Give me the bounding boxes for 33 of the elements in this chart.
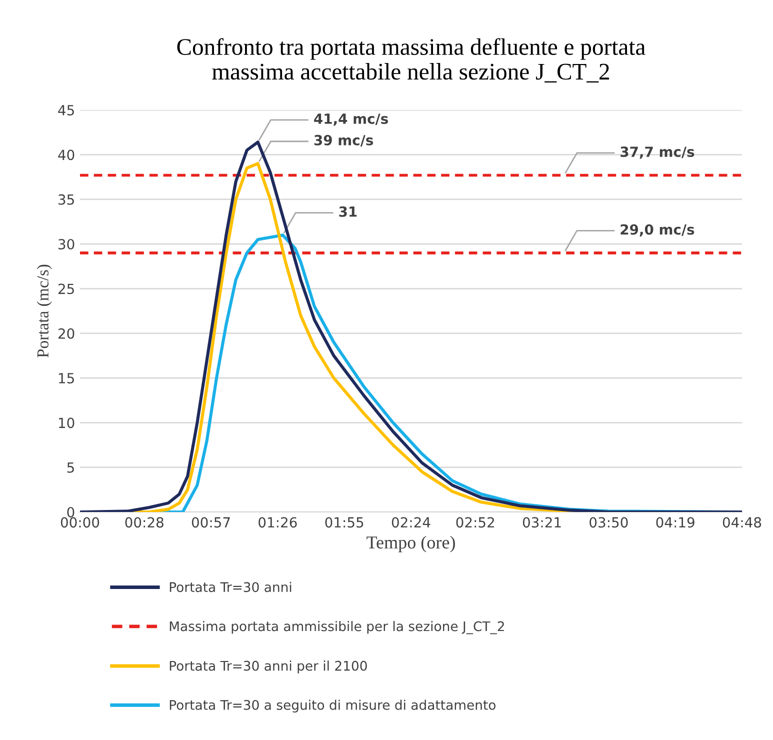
x-tick-label: 00:57: [192, 517, 230, 528]
chart-title: Confronto tra portata massima defluente e portata massima accettabile nella sezione J_CT_2: [177, 38, 646, 82]
annotation: 29,0 mc/s: [620, 224, 694, 237]
x-tick-label: 03:50: [590, 517, 628, 528]
legend-label: Portata Tr=30 anni per il 2100: [170, 660, 367, 674]
x-tick-label: 02:24: [392, 517, 430, 528]
y-tick-label: 20: [58, 328, 74, 339]
x-tick-label: 03:21: [522, 517, 561, 528]
y-tick-label: 30: [58, 238, 74, 250]
x-tick-label: 02:52: [456, 517, 494, 528]
annotation: 41,4 mc/s: [314, 114, 388, 126]
y-tick-label: 35: [58, 194, 74, 205]
y-tick-label: 5: [67, 462, 74, 473]
legend-label: Massima portata ammissibile per la sezione J_CT_2: [170, 621, 504, 634]
annotation: 31: [339, 206, 357, 217]
legend-label: Portata Tr=30 a seguito di misure di adattamento: [170, 700, 496, 712]
x-tick-label: 01:26: [258, 517, 297, 528]
x-tick-label: 01:55: [325, 517, 364, 528]
y-tick-label: 45: [58, 105, 74, 116]
y-tick-label: 0: [67, 506, 74, 518]
x-tick-label: 00:00: [60, 517, 100, 528]
legend-label: Portata Tr=30 anni: [170, 582, 292, 592]
x-tick-label: 00:28: [125, 517, 164, 528]
y-tick-label: 40: [58, 150, 74, 160]
y-tick-label: 15: [58, 373, 74, 384]
y-tick-label: 25: [58, 284, 74, 294]
x-axis-title: Tempo (ore): [366, 536, 455, 552]
x-tick-label: 04:19: [656, 517, 694, 528]
annotation: 37,7 mc/s: [620, 146, 694, 159]
y-axis-title: Portata (mc/s): [36, 264, 52, 358]
annotation: 39 mc/s: [314, 134, 374, 146]
x-tick-label: 04:48: [722, 517, 762, 528]
y-tick-label: 10: [58, 418, 74, 428]
